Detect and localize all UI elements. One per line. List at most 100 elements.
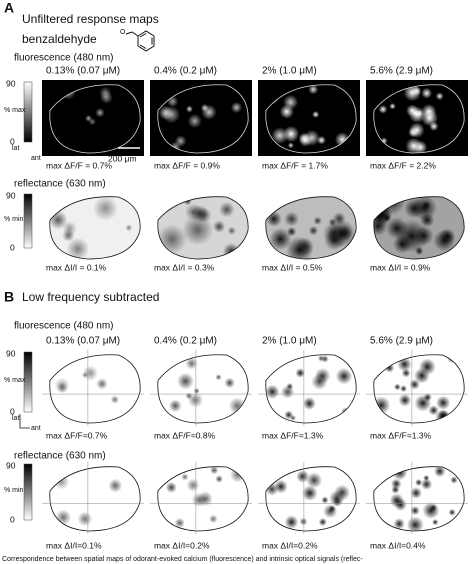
max-label: max ΔI/I = 0.3% <box>154 262 215 272</box>
blob <box>332 212 346 226</box>
response-map <box>366 350 468 426</box>
blob <box>230 101 243 114</box>
blob <box>299 517 308 526</box>
blob <box>422 501 440 519</box>
response-map <box>258 80 360 156</box>
blob <box>55 509 72 526</box>
blob <box>415 478 423 487</box>
blob <box>85 114 93 122</box>
max-label: max ΔF/F=0.8% <box>154 430 216 440</box>
blob <box>321 496 329 504</box>
response-map <box>373 196 465 260</box>
concentration: 0.13% (0.07 μM) <box>46 66 120 77</box>
blob <box>181 473 189 481</box>
oxygen-atom: O <box>120 29 126 36</box>
blob <box>414 246 424 256</box>
bulb-outline <box>49 354 141 424</box>
blob <box>306 472 323 489</box>
scale-bottom: 0 <box>10 406 15 416</box>
blob <box>286 382 294 391</box>
bulb-outline <box>265 466 357 532</box>
blob <box>92 196 118 221</box>
blob <box>269 227 292 251</box>
blob <box>410 487 422 499</box>
scale-top: 90 <box>6 190 16 200</box>
blob <box>410 505 420 516</box>
response-map <box>150 350 252 426</box>
blob <box>197 491 213 507</box>
blob <box>185 105 193 113</box>
bulb-outline <box>157 354 249 424</box>
bulb-outline <box>157 466 249 532</box>
blob <box>428 405 439 416</box>
blob <box>313 216 322 225</box>
response-map <box>265 196 357 260</box>
blob <box>303 129 320 146</box>
max-label: max ΔF/F = 1.7% <box>262 160 328 170</box>
blob <box>295 237 315 256</box>
blob <box>287 142 294 149</box>
blob <box>271 127 289 144</box>
blob <box>228 397 246 415</box>
row-title: fluorescence (480 nm) <box>14 321 114 332</box>
scale-unit: % min <box>4 216 24 223</box>
response-map <box>258 350 360 426</box>
max-label: max ΔI/I=0.4% <box>370 540 426 550</box>
blob <box>186 478 200 492</box>
concentration: 0.13% (0.07 μM) <box>46 336 120 347</box>
blob <box>168 399 182 413</box>
orientation-ant: ant <box>31 425 41 432</box>
blob <box>266 211 282 227</box>
concentration: 2% (1.0 μM) <box>262 66 317 77</box>
blob <box>423 474 430 482</box>
max-label: max ΔF/F=0.7% <box>46 430 108 440</box>
blob <box>436 395 451 410</box>
odorant: benzaldehyde <box>22 32 97 46</box>
max-label: max ΔI/I=0.2% <box>154 540 210 550</box>
blob <box>301 485 318 501</box>
blob <box>158 105 173 120</box>
blob <box>174 135 187 147</box>
concentration: 0.4% (0.2 μM) <box>154 66 217 77</box>
blob <box>279 104 294 119</box>
blob <box>209 466 219 475</box>
bulb-outline <box>157 196 249 260</box>
blob <box>284 515 299 529</box>
response-map <box>150 80 252 156</box>
row-title: fluorescence (480 nm) <box>14 53 114 64</box>
map-signal <box>158 95 243 153</box>
blob <box>212 220 226 233</box>
blob <box>378 104 388 114</box>
blob <box>100 91 113 104</box>
blob <box>421 87 433 99</box>
concentration: 5.6% (2.9 μM) <box>370 66 433 77</box>
map-signal <box>54 365 120 404</box>
max-label: max ΔI/I = 0.9% <box>370 262 431 272</box>
blob <box>201 104 217 120</box>
blob <box>389 493 404 508</box>
max-label: max ΔF/F=1.3% <box>262 430 324 440</box>
blob <box>418 358 436 376</box>
bulb-outline <box>49 196 141 260</box>
scale-unit: % min <box>4 487 24 494</box>
blob <box>323 504 338 519</box>
blob <box>393 383 401 391</box>
map-signal <box>378 84 444 153</box>
scale-unit: % max <box>4 107 26 114</box>
blob <box>77 511 93 527</box>
blob <box>414 394 432 412</box>
max-label: max ΔI/I=0.1% <box>46 540 102 550</box>
blob <box>165 481 177 493</box>
scale-bottom: 0 <box>10 136 15 146</box>
blob <box>196 207 212 223</box>
response-map <box>366 462 468 534</box>
blob <box>224 377 235 389</box>
bulb-outline <box>265 196 357 260</box>
scale-bottom: 0 <box>10 242 15 252</box>
blob <box>322 222 345 244</box>
blob <box>408 106 426 123</box>
response-map <box>49 196 141 260</box>
max-label: max ΔF/F = 2.2% <box>370 160 436 170</box>
map-bg <box>42 80 144 156</box>
blob <box>409 122 425 138</box>
